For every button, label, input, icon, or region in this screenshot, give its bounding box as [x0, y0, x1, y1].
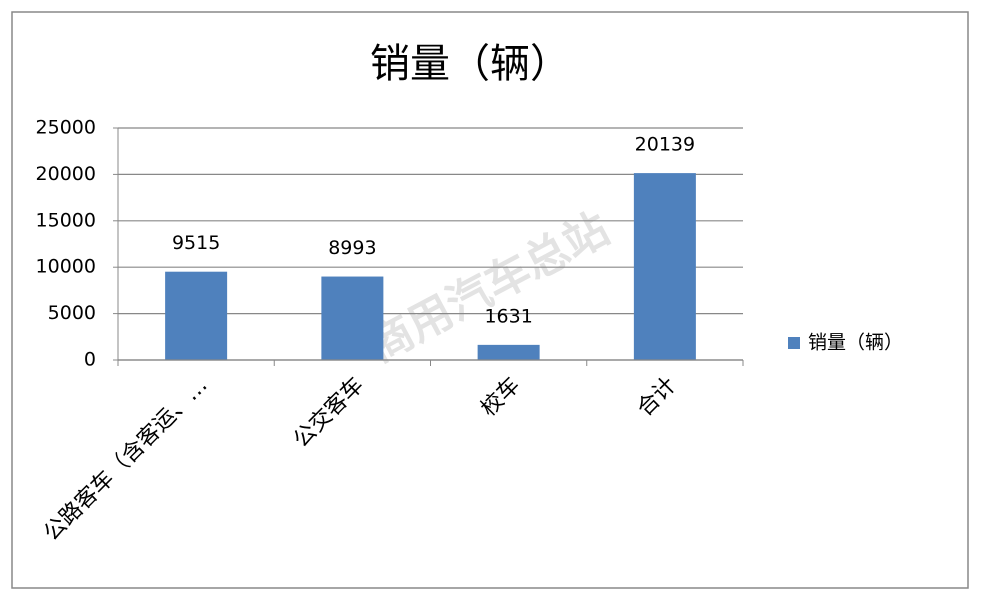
bar — [165, 271, 228, 360]
y-tick-label: 0 — [84, 349, 96, 371]
data-label: 1631 — [484, 305, 532, 327]
y-tick-label: 25000 — [36, 117, 96, 139]
legend-label: 销量（辆） — [808, 332, 903, 354]
y-tick-label: 20000 — [36, 163, 96, 185]
legend-swatch — [788, 337, 800, 349]
y-tick-label: 10000 — [36, 256, 96, 278]
data-label: 8993 — [328, 237, 376, 259]
chart-title: 销量（辆） — [370, 41, 570, 87]
data-label: 20139 — [635, 134, 695, 156]
bar — [633, 173, 696, 360]
bar — [477, 344, 540, 360]
y-tick-label: 15000 — [36, 209, 96, 231]
data-label: 9515 — [172, 232, 220, 254]
bar — [321, 276, 384, 360]
y-tick-label: 5000 — [48, 302, 96, 324]
